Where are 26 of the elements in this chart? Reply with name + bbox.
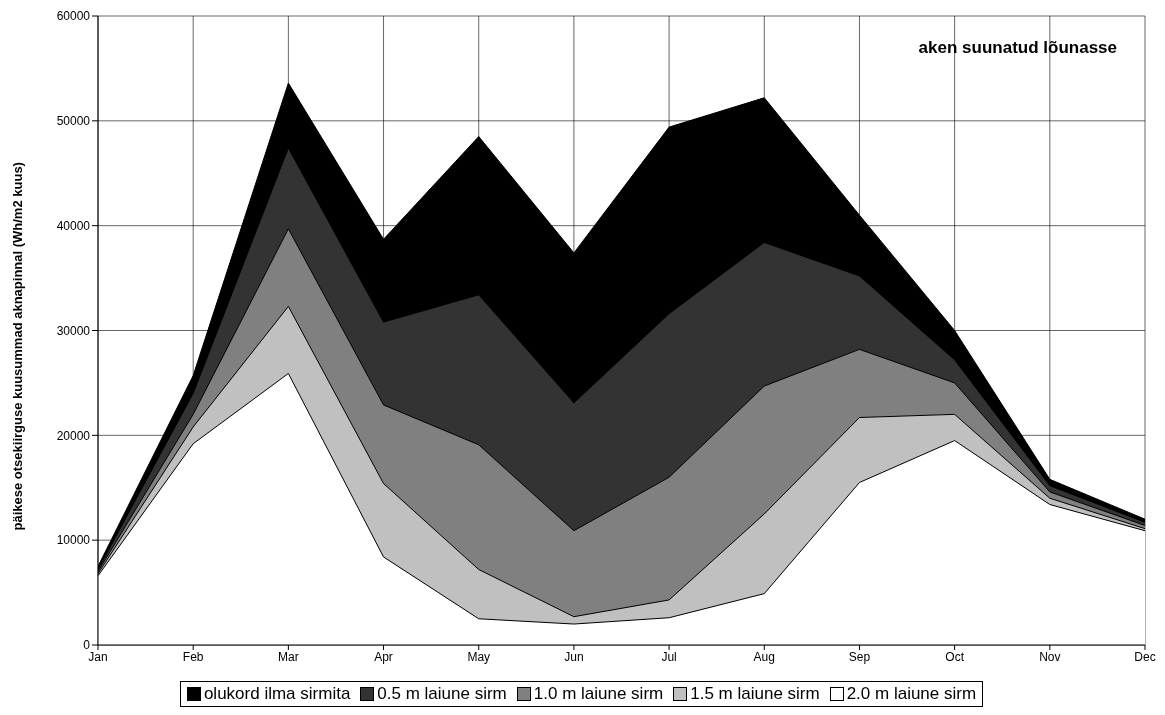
y-tick-label: 60000 — [56, 9, 91, 24]
legend-label: 1.5 m laiune sirm — [690, 684, 820, 704]
x-tick-label: Nov — [1039, 649, 1061, 664]
x-tick-label: May — [467, 649, 491, 664]
legend-label: 0.5 m laiune sirm — [377, 684, 507, 704]
legend-label: olukord ilma sirmita — [203, 684, 351, 704]
x-tick-label: Jun — [564, 649, 584, 664]
x-tick-label: Mar — [278, 649, 299, 664]
x-tick-label: Feb — [182, 649, 204, 664]
x-tick-label: Jan — [88, 649, 108, 664]
legend-label: 1.0 m laiune sirm — [533, 684, 664, 704]
x-tick-label: Oct — [945, 649, 965, 664]
y-axis-title: päikese otsekiirguse kuusummad aknapinnal (Wh/m2 kuus) — [9, 162, 25, 531]
y-tick-label: 30000 — [56, 323, 91, 338]
x-tick-label: Dec — [1134, 649, 1156, 664]
y-tick-label: 40000 — [56, 218, 91, 233]
y-tick-label: 0 — [83, 638, 91, 653]
y-tick-label: 50000 — [56, 114, 91, 129]
y-tick-label: 10000 — [56, 533, 91, 548]
x-tick-label: Apr — [374, 649, 393, 664]
x-tick-label: Jul — [661, 649, 677, 664]
x-tick-label: Sep — [848, 649, 871, 664]
annotation: aken suunatud lõunasse — [918, 38, 1117, 58]
y-tick-label: 20000 — [56, 428, 91, 443]
legend-label: 2.0 m laiune sirm — [846, 684, 977, 704]
x-tick-label: Aug — [753, 649, 775, 664]
